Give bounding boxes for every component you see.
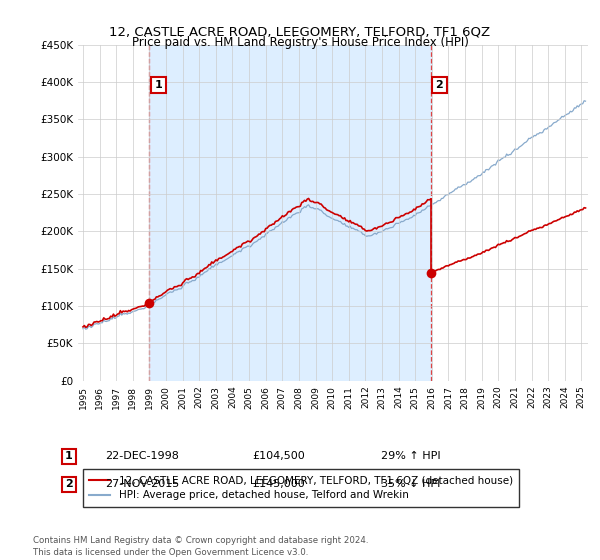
Text: 27-NOV-2015: 27-NOV-2015 — [105, 479, 179, 489]
Text: 22-DEC-1998: 22-DEC-1998 — [105, 451, 179, 461]
Text: £145,000: £145,000 — [252, 479, 305, 489]
Text: 1: 1 — [154, 80, 162, 90]
Text: Contains HM Land Registry data © Crown copyright and database right 2024.
This d: Contains HM Land Registry data © Crown c… — [33, 536, 368, 557]
Text: 29% ↑ HPI: 29% ↑ HPI — [381, 451, 440, 461]
Text: 1: 1 — [65, 451, 73, 461]
Text: 2: 2 — [436, 80, 443, 90]
Text: £104,500: £104,500 — [252, 451, 305, 461]
Text: 35% ↓ HPI: 35% ↓ HPI — [381, 479, 440, 489]
Text: 2: 2 — [65, 479, 73, 489]
Bar — [149, 45, 431, 381]
Legend: 12, CASTLE ACRE ROAD, LEEGOMERY, TELFORD, TF1 6QZ (detached house), HPI: Average: 12, CASTLE ACRE ROAD, LEEGOMERY, TELFORD… — [83, 469, 519, 507]
Text: 12, CASTLE ACRE ROAD, LEEGOMERY, TELFORD, TF1 6QZ: 12, CASTLE ACRE ROAD, LEEGOMERY, TELFORD… — [109, 25, 491, 38]
Text: Price paid vs. HM Land Registry's House Price Index (HPI): Price paid vs. HM Land Registry's House … — [131, 36, 469, 49]
